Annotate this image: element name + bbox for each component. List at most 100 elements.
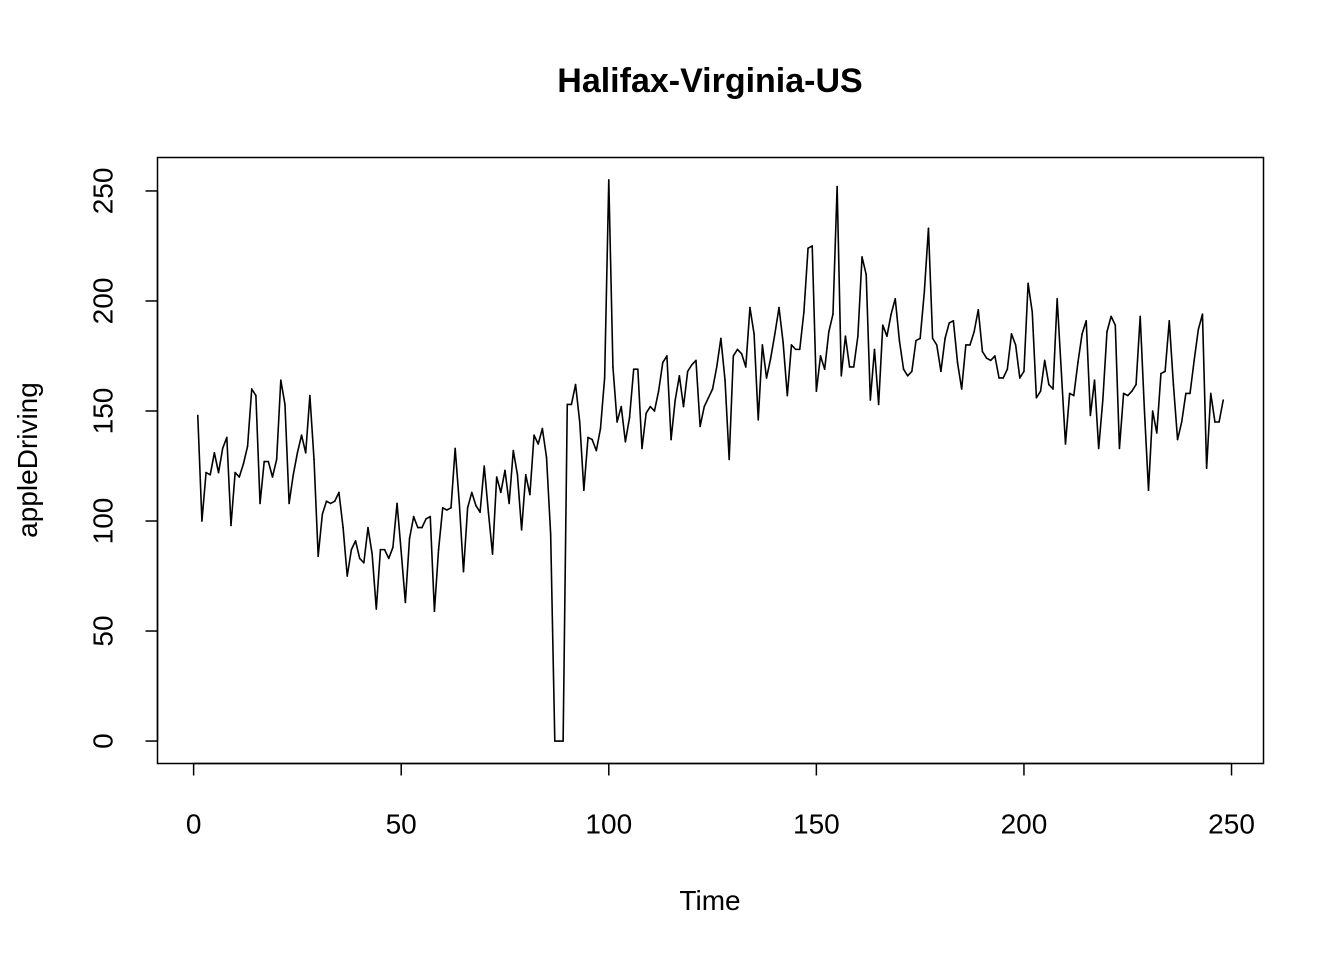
data-point-196	[1006, 368, 1009, 370]
data-point-28	[309, 394, 311, 397]
data-point-238	[1180, 421, 1183, 423]
data-point-229	[1143, 407, 1146, 410]
data-point-3	[205, 471, 207, 474]
data-point-15	[255, 394, 257, 397]
data-point-130	[732, 355, 735, 357]
data-point-215	[1085, 319, 1088, 322]
data-point-65	[462, 570, 465, 573]
data-point-8	[226, 436, 228, 439]
data-point-103	[620, 405, 623, 408]
data-point-52	[408, 537, 411, 540]
data-point-34	[333, 500, 336, 503]
data-point-46	[383, 548, 386, 551]
data-point-194	[998, 377, 1000, 379]
data-point-61	[446, 509, 448, 511]
data-point-204	[1039, 390, 1042, 392]
data-point-57	[429, 515, 432, 518]
data-point-128	[724, 379, 726, 381]
data-point-22	[284, 403, 286, 406]
data-point-75	[504, 469, 506, 472]
data-point-142	[782, 341, 784, 344]
data-point-133	[744, 366, 747, 368]
data-point-183	[952, 319, 955, 322]
data-point-143	[786, 394, 789, 397]
data-point-29	[313, 458, 315, 461]
data-point-106	[632, 368, 635, 370]
data-point-92	[574, 383, 577, 386]
data-point-203	[1035, 396, 1038, 399]
data-point-13	[246, 445, 249, 447]
x-axis-label: Time	[679, 885, 740, 916]
y-tick-label-4: 200	[88, 278, 119, 325]
data-point-91	[570, 403, 573, 406]
data-point-78	[516, 474, 519, 476]
data-point-58	[433, 610, 436, 613]
y-tick-label-3: 150	[88, 388, 119, 435]
data-point-217	[1093, 379, 1096, 381]
data-point-246	[1214, 421, 1216, 423]
data-point-154	[832, 313, 834, 315]
data-point-111	[653, 410, 656, 412]
data-point-212	[1072, 394, 1075, 397]
data-point-248	[1222, 399, 1225, 401]
data-point-62	[450, 507, 452, 509]
x-tick-label-5: 250	[1208, 809, 1255, 840]
data-point-152	[823, 368, 826, 370]
data-point-56	[425, 518, 427, 520]
data-point-164	[873, 348, 876, 351]
data-point-235	[1168, 319, 1171, 322]
x-tick-label-0: 0	[186, 809, 202, 840]
data-point-170	[898, 339, 901, 342]
data-point-134	[749, 306, 751, 309]
data-point-190	[981, 350, 984, 353]
data-point-70	[483, 465, 486, 467]
data-point-202	[1031, 311, 1034, 313]
data-point-207	[1052, 388, 1054, 390]
data-point-230	[1147, 489, 1150, 492]
data-point-95	[587, 436, 589, 439]
data-point-139	[769, 357, 772, 359]
plot-frame	[156, 156, 1265, 765]
data-point-233	[1160, 372, 1162, 375]
data-point-96	[591, 438, 593, 441]
data-point-151	[819, 355, 822, 357]
data-point-21	[280, 379, 282, 381]
data-point-74	[500, 491, 502, 494]
data-point-31	[321, 513, 324, 516]
data-point-247	[1218, 421, 1220, 423]
y-axis-label: appleDriving	[12, 382, 43, 538]
data-point-205	[1043, 359, 1046, 362]
data-point-181	[944, 337, 946, 340]
data-point-100	[607, 179, 610, 181]
data-point-23	[288, 502, 290, 505]
data-point-191	[985, 357, 988, 359]
data-point-118	[682, 405, 685, 408]
data-point-193	[994, 355, 996, 357]
data-point-55	[421, 526, 423, 529]
data-point-9	[230, 524, 232, 527]
data-point-89	[562, 740, 564, 742]
data-point-158	[848, 366, 851, 368]
x-axis: 0 50 100 150 200 250	[186, 762, 1255, 840]
data-point-236	[1172, 383, 1175, 386]
data-point-136	[757, 418, 760, 421]
data-point-157	[844, 335, 847, 337]
data-point-224	[1122, 392, 1125, 395]
data-point-16	[259, 502, 261, 505]
data-point-243	[1201, 313, 1204, 315]
x-tick-label-3: 150	[793, 809, 840, 840]
data-points	[196, 179, 1225, 742]
data-point-197	[1010, 333, 1013, 335]
data-point-184	[956, 361, 959, 364]
data-point-244	[1205, 467, 1208, 470]
data-point-67	[470, 491, 473, 494]
data-point-12	[242, 463, 245, 465]
data-point-44	[375, 608, 378, 610]
data-point-176	[923, 291, 926, 293]
data-point-123	[703, 405, 706, 408]
data-point-66	[466, 507, 469, 509]
data-point-14	[250, 388, 253, 390]
data-point-94	[583, 489, 585, 492]
data-point-85	[545, 456, 548, 458]
data-point-18	[267, 460, 270, 463]
